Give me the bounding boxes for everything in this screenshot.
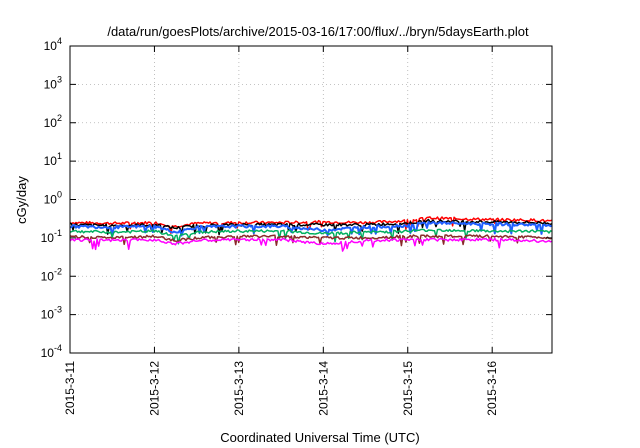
- y-tick-label: 10-3: [41, 305, 62, 322]
- series-line-4: [69, 228, 553, 245]
- y-tick-label: 102: [44, 113, 62, 130]
- series-line-3: [69, 220, 553, 237]
- y-tick-label: 104: [44, 36, 62, 53]
- series-line-1: [69, 216, 553, 234]
- y-tick-label: 10-2: [41, 266, 62, 283]
- x-tick-label: 2015-3-12: [147, 361, 161, 416]
- x-tick-label: 2015-3-14: [316, 361, 330, 416]
- x-axis: 2015-3-11 2015-3-12 2015-3-13 2015-3-14 2015…: [63, 46, 499, 416]
- y-axis: 10-4 10-3 10-2 10-1 100 101 102 103 104: [41, 36, 552, 360]
- y-tick-label: 103: [44, 74, 62, 91]
- series-group: [69, 216, 553, 252]
- x-tick-label: 2015-3-13: [232, 361, 246, 416]
- y-tick-label: 10-1: [41, 228, 62, 245]
- x-tick-label: 2015-3-16: [485, 361, 499, 416]
- series-line-5: [69, 234, 553, 247]
- y-axis-label: cGy/day: [14, 176, 29, 224]
- y-tick-label: 101: [44, 151, 62, 168]
- x-tick-label: 2015-3-11: [63, 361, 77, 415]
- y-tick-label: 10-4: [41, 343, 62, 360]
- chart-title: /data/run/goesPlots/archive/2015-03-16/1…: [107, 24, 529, 39]
- series-line-6: [69, 237, 553, 252]
- grid: [70, 46, 552, 353]
- x-tick-label: 2015-3-15: [401, 361, 415, 416]
- y-tick-label: 100: [44, 190, 62, 207]
- x-axis-label: Coordinated Universal Time (UTC): [220, 430, 419, 445]
